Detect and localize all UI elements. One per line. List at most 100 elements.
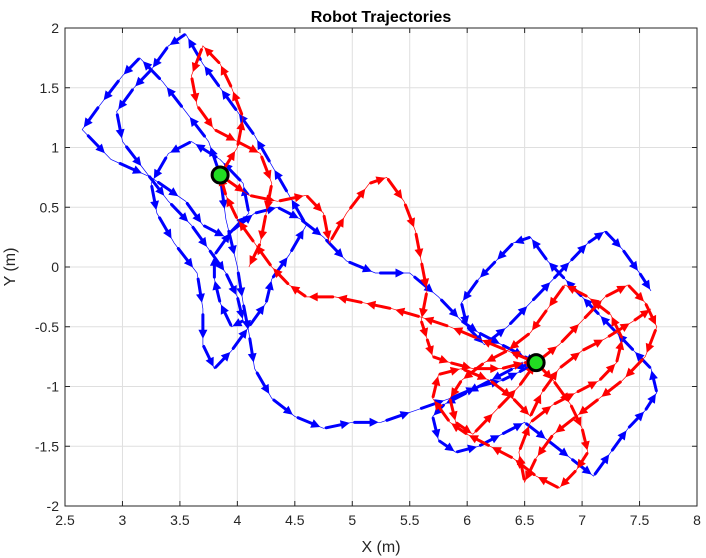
heading-arrow-head [226, 197, 235, 208]
heading-arrow-head [103, 90, 113, 101]
heading-arrow-head [192, 213, 202, 223]
heading-arrow-head [83, 117, 93, 128]
heading-arrow-head [425, 345, 434, 356]
heading-arrow-head [448, 307, 459, 318]
heading-arrow-head [312, 202, 323, 212]
heading-arrow-head [205, 356, 214, 367]
heading-arrow-head [625, 367, 635, 378]
y-tick-label: 1.5 [40, 80, 60, 96]
heading-arrow-head [560, 477, 570, 487]
y-tick-label: -0.5 [35, 319, 59, 335]
heading-arrow-head [234, 183, 245, 193]
heading-arrow-head [577, 458, 586, 469]
heading-arrow-head [532, 320, 541, 331]
x-tick-label: 3 [119, 512, 127, 528]
heading-arrow-head [123, 64, 134, 75]
heading-arrow-head [467, 444, 477, 454]
heading-arrow-head [395, 307, 406, 317]
heading-arrow-head [191, 62, 201, 73]
trajectory-5 [190, 45, 273, 268]
heading-arrow-head [587, 381, 598, 390]
heading-arrow-head [489, 335, 500, 344]
heading-arrow-head [542, 369, 553, 380]
heading-arrow-head [461, 361, 472, 371]
heading-arrow-head [558, 447, 569, 457]
heading-arrow-head [611, 238, 621, 248]
heading-arrow-head [188, 38, 197, 49]
heading-arrow-head [645, 342, 655, 353]
x-tick-label: 2.5 [55, 512, 75, 528]
heading-arrow-head [218, 199, 228, 209]
heading-arrow-head [198, 329, 208, 339]
x-tick-label: 7.5 [630, 512, 650, 528]
heading-arrow-head [393, 189, 403, 200]
heading-arrow-head [282, 405, 293, 415]
robot-position-marker [526, 353, 546, 373]
x-tick-label: 8 [693, 512, 701, 528]
heading-arrow-head [468, 435, 479, 444]
heading-arrow-head [541, 406, 552, 416]
heading-arrow-head [560, 392, 569, 403]
x-tick-label: 4.5 [285, 512, 305, 528]
x-axis-label: X (m) [361, 539, 400, 556]
heading-arrow-head [339, 420, 350, 430]
heading-arrow-head [278, 257, 288, 268]
heading-arrow-head [649, 370, 658, 381]
heading-arrow-head [580, 440, 590, 451]
heading-arrow-head [225, 132, 236, 141]
heading-arrow-head [489, 435, 500, 444]
heading-arrow-head [431, 376, 441, 387]
heading-arrow-head [203, 117, 213, 128]
heading-arrow-head [214, 228, 225, 237]
heading-arrow-head [228, 285, 237, 296]
heading-arrow-head [196, 293, 205, 303]
y-tick-label: -1.5 [35, 438, 59, 454]
heading-arrow-head [170, 144, 181, 153]
heading-arrow-head [635, 352, 645, 362]
heading-arrow-head [232, 91, 241, 102]
heading-arrow-head [195, 144, 206, 153]
heading-arrow-head [600, 454, 610, 465]
heading-arrow-head [547, 346, 558, 356]
heading-arrow-head [239, 221, 248, 232]
heading-arrow-head [578, 405, 589, 415]
heading-arrow-head [226, 151, 236, 162]
heading-arrow-head [227, 245, 237, 255]
heading-arrow-head [220, 304, 229, 315]
heading-arrow-head [468, 383, 479, 392]
heading-arrow-head [155, 186, 165, 196]
heading-arrow-head [266, 205, 276, 215]
x-tick-label: 5.5 [400, 512, 420, 528]
x-tick-label: 6 [463, 512, 471, 528]
heading-arrow-head [399, 411, 410, 420]
heading-arrow-head [215, 260, 225, 271]
heading-arrow-head [559, 262, 570, 272]
heading-arrow-head [232, 318, 243, 327]
heading-arrow-head [153, 168, 163, 179]
heading-arrow-head [311, 226, 322, 236]
heading-arrow-head [540, 282, 551, 292]
heading-arrow-head [375, 176, 386, 185]
heading-arrow-head [273, 268, 283, 278]
heading-arrow-head [290, 285, 301, 295]
heading-arrow-head [264, 200, 273, 211]
heading-arrow-head [221, 90, 231, 100]
heading-arrow-head [308, 292, 318, 302]
heading-arrow-head [549, 296, 559, 307]
heading-arrow-head [419, 307, 428, 318]
heading-arrow-head [150, 200, 159, 211]
heading-arrow-head [497, 250, 507, 260]
heading-arrow-head [220, 352, 231, 362]
y-tick-label: 2 [51, 20, 59, 36]
heading-arrow-head [569, 324, 579, 334]
heading-arrow-head [617, 430, 627, 441]
heading-arrow-head [295, 229, 304, 240]
heading-arrow-head [95, 143, 105, 154]
heading-arrow-head [641, 279, 651, 290]
heading-arrow-head [163, 228, 172, 239]
heading-arrow-head [634, 411, 644, 422]
heading-arrow-head [257, 140, 266, 151]
heading-arrow-head [248, 144, 259, 153]
heading-arrow-head [209, 256, 219, 266]
